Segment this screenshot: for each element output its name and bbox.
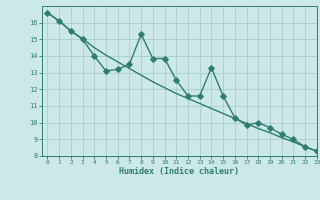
X-axis label: Humidex (Indice chaleur): Humidex (Indice chaleur) (119, 167, 239, 176)
